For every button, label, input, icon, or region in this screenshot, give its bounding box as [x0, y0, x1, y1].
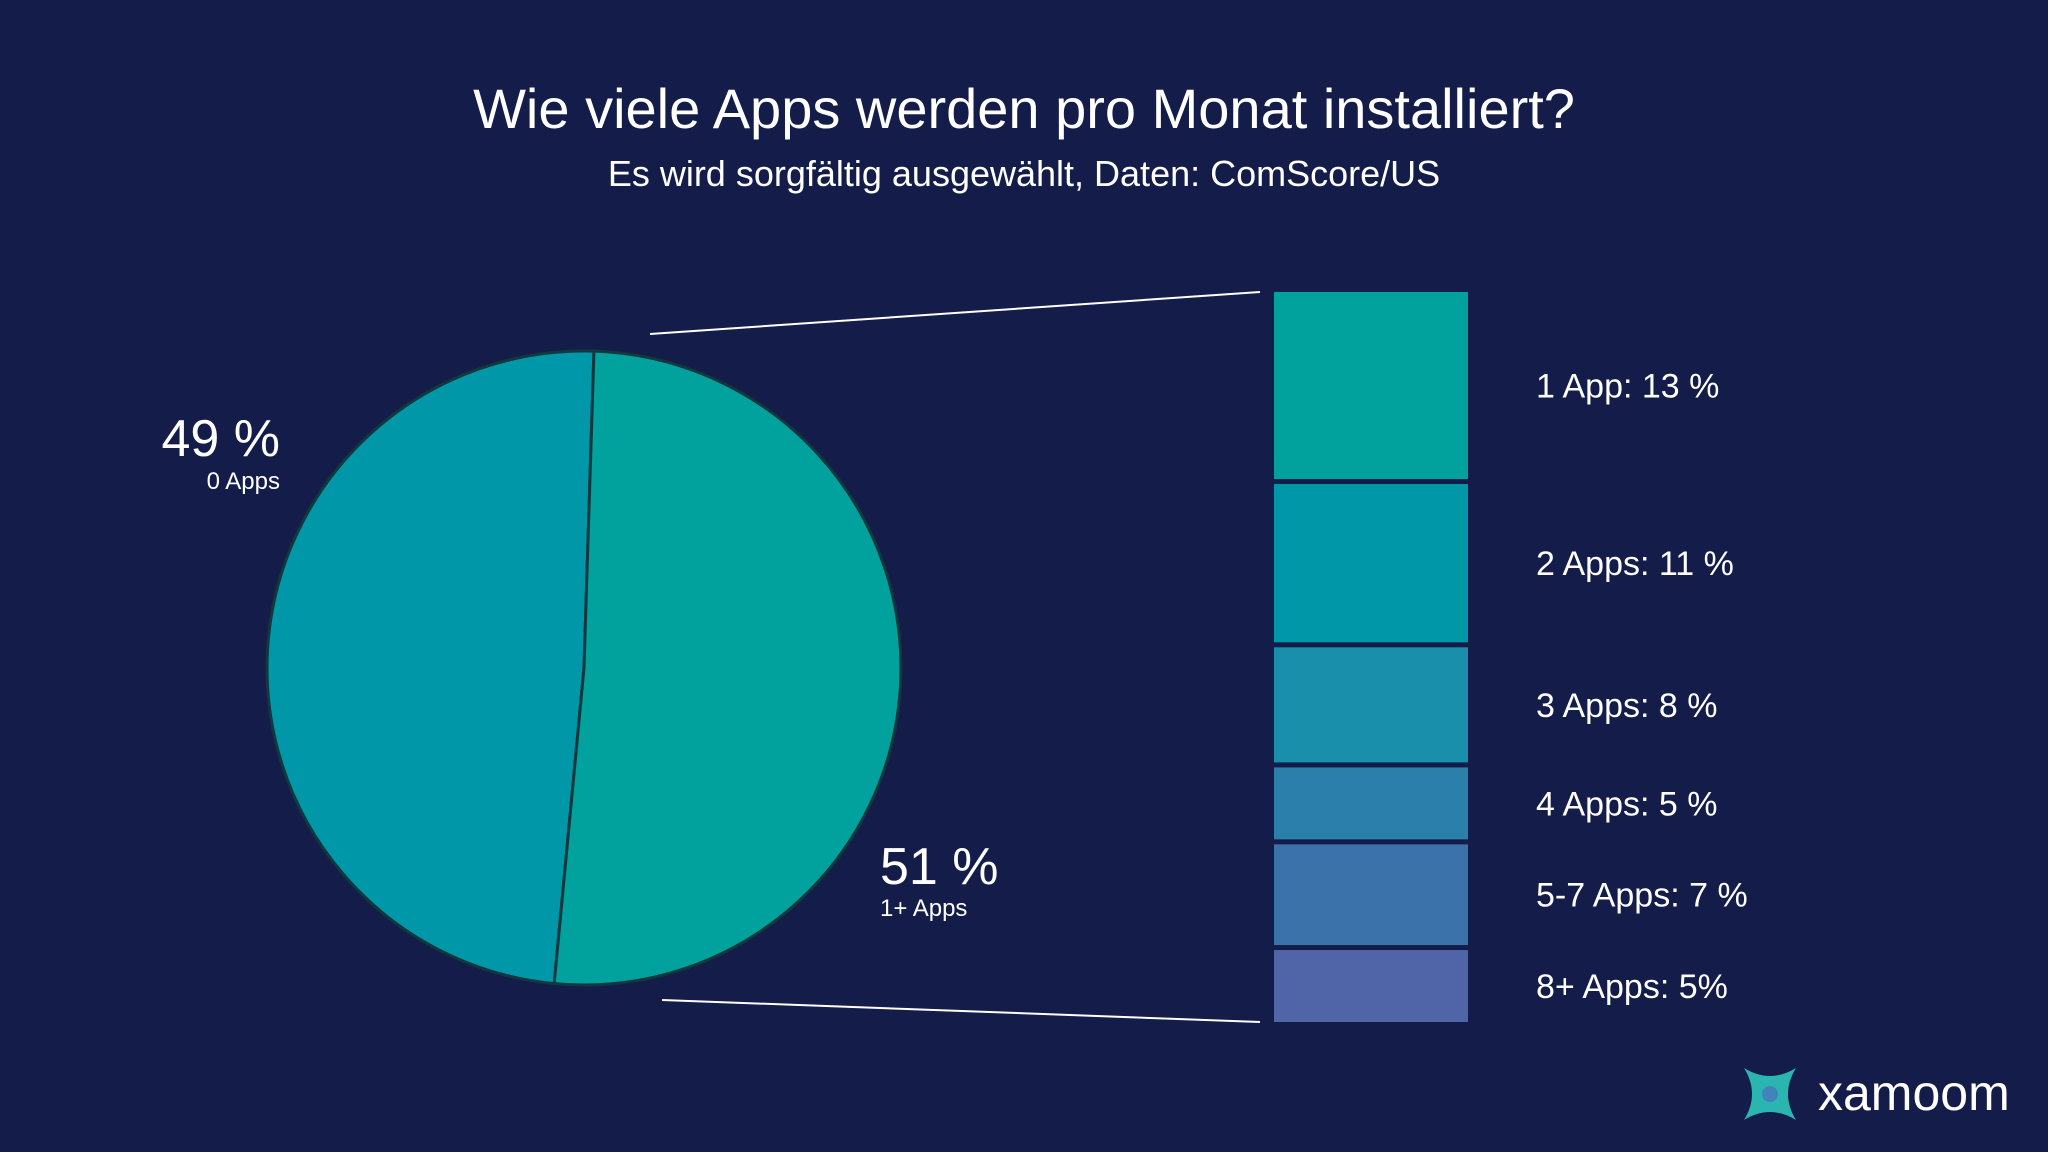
bar-segment-3: [1274, 767, 1468, 840]
connector-line-top: [649, 291, 1261, 335]
pie-slice-0-category-label: 0 Apps: [207, 468, 280, 495]
pie-slice-1: [552, 349, 903, 987]
bar-segment-label-2: 3 Apps: 8 %: [1536, 687, 1717, 725]
pie-slice-0-pct-label: 49 %: [161, 410, 280, 468]
pie-slice-1-category-label: 1+ Apps: [880, 895, 967, 922]
stacked-bar: 1 App: 13 % 2 Apps: 11 % 3 Apps: 8 % 4 Apps…: [1274, 292, 1748, 1022]
chart-title: Wie viele Apps werden pro Monat installi…: [473, 77, 1575, 140]
xamoom-logo: xamoom: [1744, 1065, 2010, 1121]
bar-segment-label-3: 4 Apps: 5 %: [1536, 785, 1717, 823]
connector-line-bottom: [661, 999, 1261, 1023]
bar-segment-0: [1274, 292, 1468, 480]
bar-segment-label-0: 1 App: 13 %: [1536, 368, 1719, 406]
bar-segment-label-4: 5-7 Apps: 7 %: [1536, 877, 1748, 915]
pie-chart: [265, 349, 903, 987]
pie-slice-0: [265, 349, 596, 986]
bar-segment-4: [1274, 844, 1468, 946]
bar-segment-5: [1274, 950, 1468, 1022]
bar-segment-label-5: 8+ Apps: 5%: [1536, 968, 1728, 1006]
bar-segment-1: [1274, 484, 1468, 643]
logo-text: xamoom: [1818, 1065, 2010, 1121]
bar-segment-2: [1274, 647, 1468, 763]
pie-slice-1-pct-label: 51 %: [880, 838, 999, 896]
chart-subtitle: Es wird sorgfältig ausgewählt, Daten: Co…: [608, 153, 1440, 194]
xamoom-logo-icon: [1744, 1068, 1796, 1120]
bar-segment-label-1: 2 Apps: 11 %: [1536, 545, 1734, 583]
